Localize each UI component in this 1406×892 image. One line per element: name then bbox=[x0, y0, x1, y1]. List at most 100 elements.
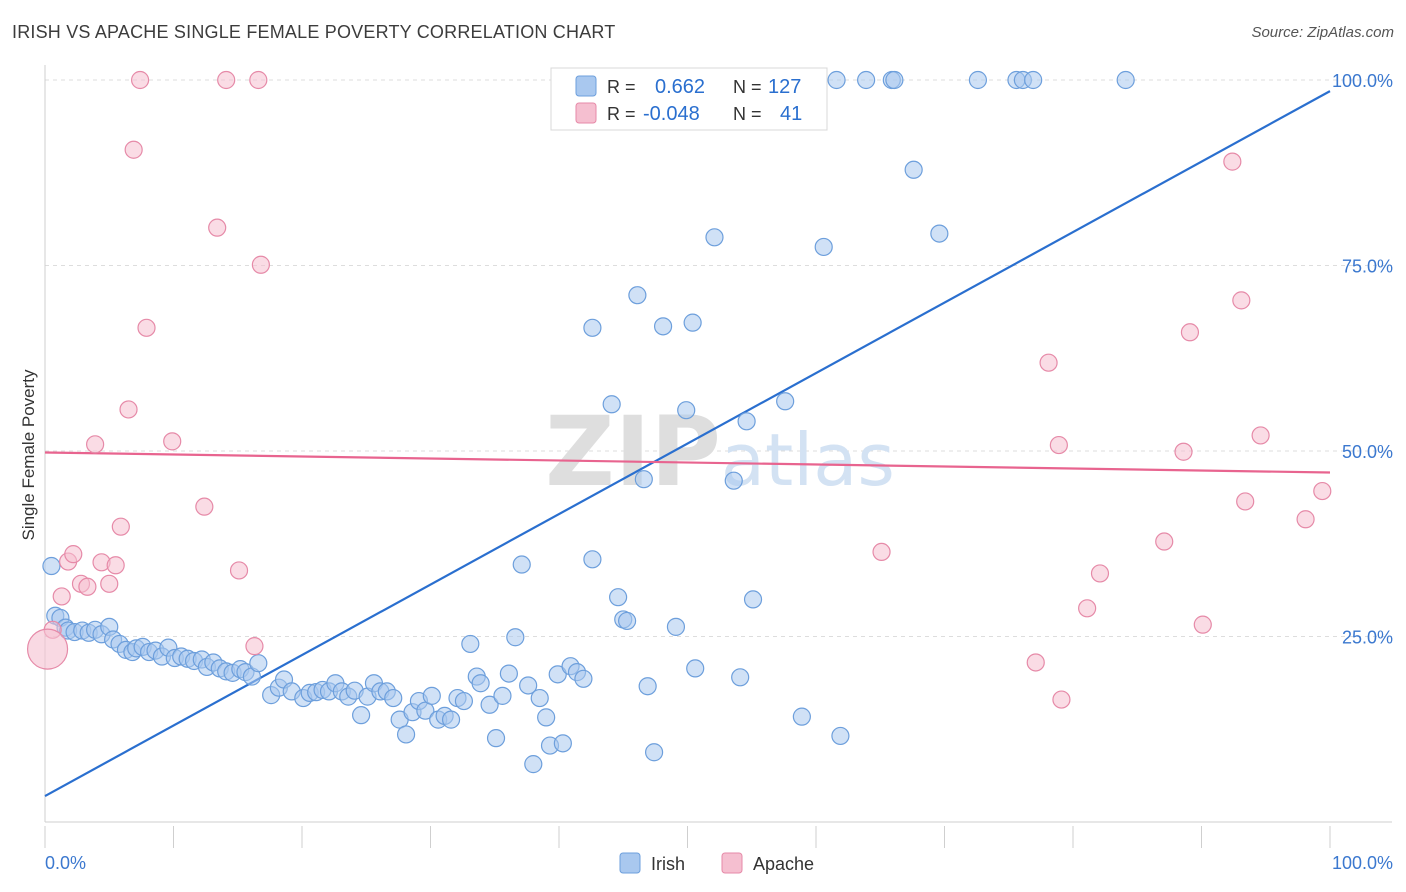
watermark-text: ZIPatlas bbox=[545, 396, 895, 508]
irish-point bbox=[930, 224, 949, 243]
apache-point bbox=[229, 561, 249, 580]
apache-point bbox=[119, 400, 138, 419]
irish-point bbox=[530, 688, 549, 708]
apache-large-point bbox=[26, 628, 69, 670]
apache-point bbox=[1078, 599, 1097, 618]
apache-point bbox=[130, 70, 150, 90]
irish-point bbox=[737, 412, 756, 431]
apache-point bbox=[100, 574, 119, 593]
irish-point bbox=[686, 659, 705, 678]
apache-trend-line bbox=[44, 451, 1331, 474]
irish-point bbox=[814, 237, 833, 257]
irish-point bbox=[683, 313, 702, 332]
irish-point bbox=[480, 695, 499, 714]
irish-point bbox=[677, 401, 696, 420]
legend-apache-swatch bbox=[721, 852, 743, 874]
irish-point bbox=[602, 395, 621, 414]
irish-point bbox=[1116, 70, 1135, 90]
irish-r-value: 0.662 bbox=[655, 76, 705, 98]
gridlines bbox=[45, 79, 1392, 637]
irish-point bbox=[609, 588, 628, 607]
apache-point bbox=[249, 70, 268, 90]
apache-point bbox=[251, 255, 270, 274]
irish-point bbox=[422, 686, 441, 705]
apache-point bbox=[106, 556, 125, 575]
apache-point bbox=[1232, 291, 1251, 310]
y-tick-label: 75.0% bbox=[1342, 257, 1393, 277]
irish-point bbox=[461, 634, 480, 654]
apache-points bbox=[26, 70, 1332, 709]
irish-point bbox=[724, 471, 743, 490]
irish-point bbox=[519, 676, 538, 695]
irish-point bbox=[249, 654, 268, 673]
apache-point bbox=[124, 140, 143, 159]
apache-point bbox=[195, 497, 214, 516]
irish-r-label: R = bbox=[607, 77, 636, 97]
apache-point bbox=[208, 218, 227, 237]
irish-point bbox=[583, 550, 602, 569]
legend-irish-swatch bbox=[619, 852, 641, 874]
irish-point bbox=[441, 710, 461, 729]
apache-point bbox=[86, 435, 105, 454]
x-tick-label: 100.0% bbox=[1332, 853, 1393, 873]
apache-point bbox=[1049, 435, 1068, 455]
irish-n-value: 127 bbox=[768, 76, 801, 98]
irish-point bbox=[42, 556, 61, 576]
irish-point bbox=[827, 70, 846, 90]
apache-point bbox=[1026, 653, 1045, 672]
irish-point bbox=[857, 70, 876, 90]
irish-point bbox=[968, 70, 988, 90]
irish-point bbox=[638, 677, 657, 696]
apache-n-value: 41 bbox=[780, 103, 802, 125]
irish-point bbox=[583, 318, 602, 337]
stats-legend: R = 0.662 N = 127 R = -0.048 N = 41 bbox=[550, 67, 828, 131]
apache-point bbox=[1313, 481, 1332, 501]
irish-point bbox=[885, 70, 904, 90]
apache-point bbox=[217, 70, 236, 90]
apache-r-value: -0.048 bbox=[643, 103, 700, 125]
irish-point bbox=[512, 555, 531, 574]
irish-point bbox=[831, 726, 850, 746]
irish-point bbox=[506, 628, 525, 647]
irish-point bbox=[548, 665, 567, 684]
apache-point bbox=[64, 545, 83, 564]
irish-point bbox=[743, 590, 763, 609]
tick-labels: 25.0% 50.0% 75.0% 100.0% 0.0% 100.0% bbox=[45, 71, 1393, 873]
irish-point bbox=[618, 611, 637, 631]
irish-point bbox=[553, 734, 572, 753]
apache-point bbox=[111, 517, 130, 536]
irish-point bbox=[396, 725, 416, 744]
irish-point bbox=[471, 674, 490, 693]
apache-point bbox=[78, 577, 97, 596]
y-tick-label: 25.0% bbox=[1342, 628, 1393, 648]
irish-point bbox=[454, 691, 474, 711]
irish-point bbox=[352, 706, 371, 725]
apache-point bbox=[1090, 564, 1110, 583]
apache-point bbox=[1236, 492, 1255, 511]
apache-point bbox=[1193, 615, 1212, 634]
apache-point bbox=[1223, 152, 1242, 171]
apache-point bbox=[52, 587, 71, 606]
apache-point bbox=[163, 432, 182, 451]
irish-point bbox=[904, 160, 923, 179]
irish-points bbox=[42, 70, 1135, 774]
irish-point bbox=[499, 664, 518, 683]
irish-point bbox=[628, 286, 647, 305]
irish-trend-line bbox=[44, 90, 1331, 797]
x-tick-label: 0.0% bbox=[45, 853, 86, 873]
irish-point bbox=[792, 707, 811, 726]
y-tick-label: 50.0% bbox=[1342, 442, 1393, 462]
apache-point bbox=[1052, 690, 1071, 709]
irish-point bbox=[486, 729, 506, 748]
source-label: Source: ZipAtlas.com bbox=[1251, 24, 1394, 41]
irish-point bbox=[1024, 70, 1043, 90]
apache-point bbox=[1180, 323, 1200, 342]
series-legend: Irish Apache bbox=[619, 852, 814, 874]
irish-point bbox=[644, 743, 664, 762]
irish-point bbox=[653, 317, 673, 336]
irish-point bbox=[731, 668, 750, 687]
irish-point bbox=[493, 686, 512, 705]
apache-point bbox=[1155, 532, 1174, 551]
irish-n-label: N = bbox=[733, 77, 762, 97]
